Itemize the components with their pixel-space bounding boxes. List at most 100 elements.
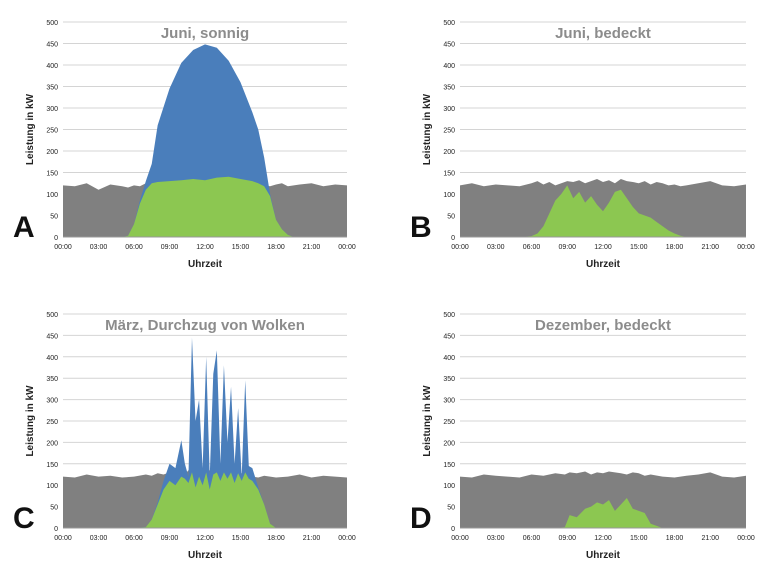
x-tick-label: 00:00: [451, 535, 469, 542]
y-tick-label: 400: [46, 63, 58, 70]
x-tick-label: 18:00: [267, 535, 285, 542]
y-tick-label: 0: [451, 526, 455, 533]
area-series-0: [460, 471, 746, 528]
y-tick-label: 250: [443, 128, 455, 135]
y-tick-label: 450: [46, 333, 58, 340]
y-tick-label: 0: [54, 526, 58, 533]
x-tick-label: 12:00: [196, 244, 214, 251]
area-series-2: [63, 176, 347, 237]
x-tick-label: 00:00: [338, 244, 356, 251]
chart-panel-a: 0 50 100 150 200 250 300 350 400 450 500 00:00 03:00…: [13, 20, 356, 270]
x-tick-label: 12:00: [594, 535, 612, 542]
x-tick-label: 09:00: [558, 535, 576, 542]
y-tick-label: 400: [46, 355, 58, 362]
y-tick-label: 250: [46, 419, 58, 426]
y-axis-label: Leistung in kW: [422, 385, 433, 457]
x-tick-label: 21:00: [701, 535, 719, 542]
y-tick-label: 0: [54, 235, 58, 242]
x-tick-label: 00:00: [737, 244, 755, 251]
panel-letter: B: [410, 211, 432, 244]
x-tick-label: 03:00: [90, 244, 108, 251]
panel-letter: A: [13, 211, 35, 244]
x-tick-label: 00:00: [737, 535, 755, 542]
x-tick-label: 12:00: [196, 535, 214, 542]
y-tick-label: 400: [443, 355, 455, 362]
x-tick-label: 18:00: [267, 244, 285, 251]
y-tick-label: 300: [46, 398, 58, 405]
y-tick-label: 500: [46, 20, 58, 27]
y-tick-label: 200: [443, 440, 455, 447]
y-tick-label: 0: [451, 235, 455, 242]
y-tick-label: 500: [443, 312, 455, 319]
x-tick-label: 03:00: [487, 244, 505, 251]
x-tick-label: 00:00: [54, 244, 72, 251]
chart-title: Juni, bedeckt: [555, 25, 651, 42]
x-tick-label: 15:00: [630, 244, 648, 251]
y-tick-label: 150: [443, 462, 455, 469]
y-tick-label: 50: [50, 214, 58, 221]
x-tick-label: 21:00: [303, 244, 321, 251]
x-tick-label: 06:00: [523, 244, 541, 251]
y-tick-label: 100: [46, 483, 58, 490]
x-tick-label: 15:00: [232, 244, 250, 251]
y-tick-label: 350: [443, 376, 455, 383]
y-tick-label: 200: [46, 440, 58, 447]
x-tick-label: 06:00: [125, 244, 143, 251]
x-tick-label: 15:00: [630, 535, 648, 542]
x-tick-label: 06:00: [125, 535, 143, 542]
panel-letter: D: [410, 502, 432, 535]
y-axis-label: Leistung in kW: [25, 93, 36, 165]
panel-letter: C: [13, 502, 35, 535]
y-tick-label: 350: [46, 85, 58, 92]
chart-panel-d: 0 50 100 150 200 250 300 350 400 450 500 00:00 03:00…: [410, 312, 755, 561]
x-tick-label: 18:00: [666, 244, 684, 251]
x-tick-label: 00:00: [54, 535, 72, 542]
y-tick-label: 250: [46, 128, 58, 135]
y-axis-label: Leistung in kW: [25, 385, 36, 457]
x-axis-label: Uhrzeit: [188, 550, 223, 561]
y-tick-label: 200: [46, 149, 58, 156]
area-series-2: [63, 472, 347, 528]
x-tick-label: 06:00: [523, 535, 541, 542]
y-tick-label: 450: [443, 42, 455, 49]
x-tick-label: 09:00: [161, 244, 179, 251]
y-axis-label: Leistung in kW: [422, 93, 433, 165]
y-tick-label: 150: [46, 462, 58, 469]
area-series-1: [460, 498, 746, 528]
x-axis-label: Uhrzeit: [586, 550, 621, 561]
x-tick-label: 09:00: [161, 535, 179, 542]
area-series-0: [460, 178, 746, 237]
y-tick-label: 500: [46, 312, 58, 319]
y-tick-label: 500: [443, 20, 455, 27]
y-tick-label: 450: [46, 42, 58, 49]
y-tick-label: 250: [443, 419, 455, 426]
x-tick-label: 12:00: [594, 244, 612, 251]
x-tick-label: 15:00: [232, 535, 250, 542]
y-tick-label: 50: [447, 214, 455, 221]
y-tick-label: 450: [443, 333, 455, 340]
y-tick-label: 100: [443, 192, 455, 199]
y-tick-label: 350: [443, 85, 455, 92]
y-tick-label: 350: [46, 376, 58, 383]
y-tick-label: 300: [46, 106, 58, 113]
x-tick-label: 03:00: [90, 535, 108, 542]
y-tick-label: 300: [443, 398, 455, 405]
y-tick-label: 300: [443, 106, 455, 113]
x-tick-label: 00:00: [338, 535, 356, 542]
y-tick-label: 100: [443, 483, 455, 490]
chart-title: März, Durchzug von Wolken: [105, 317, 305, 334]
x-tick-label: 21:00: [303, 535, 321, 542]
area-series-1: [63, 337, 347, 528]
y-tick-label: 150: [46, 171, 58, 178]
x-axis-label: Uhrzeit: [188, 259, 223, 270]
x-axis-label: Uhrzeit: [586, 259, 621, 270]
area-series-1: [460, 185, 746, 237]
y-tick-label: 50: [447, 505, 455, 512]
chart-title: Juni, sonnig: [161, 25, 249, 42]
x-tick-label: 09:00: [558, 244, 576, 251]
x-tick-label: 03:00: [487, 535, 505, 542]
area-series-1: [63, 44, 347, 237]
chart-panel-c: 0 50 100 150 200 250 300 350 400 450 500 00:00 03:00…: [13, 312, 356, 561]
